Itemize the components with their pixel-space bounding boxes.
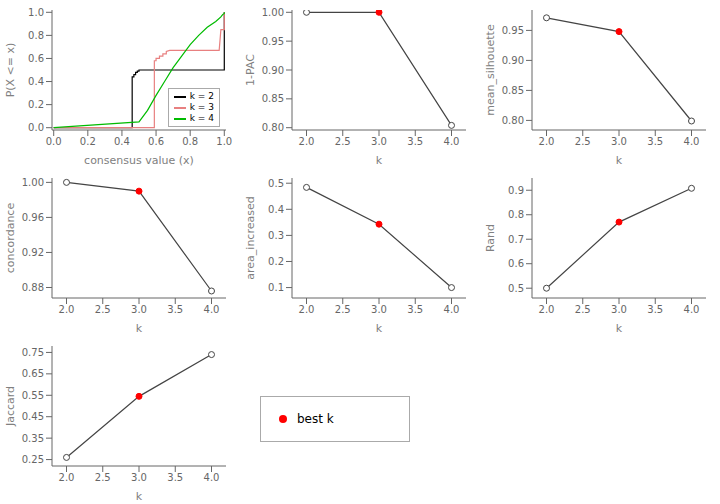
svg-text:3.0: 3.0 [371,136,387,147]
svg-text:0.90: 0.90 [262,65,284,76]
svg-text:0.9: 0.9 [508,185,524,196]
svg-text:0.5: 0.5 [508,283,524,294]
svg-text:4.0: 4.0 [204,304,220,315]
svg-text:0.85: 0.85 [502,85,524,96]
svg-text:0.88: 0.88 [22,282,44,293]
svg-text:k: k [376,154,383,167]
svg-text:0.0: 0.0 [46,136,62,147]
svg-text:2.0: 2.0 [299,304,315,315]
svg-text:k: k [616,154,623,167]
svg-text:k: k [376,322,383,335]
svg-text:0.4: 0.4 [28,76,44,87]
svg-text:2.5: 2.5 [335,136,351,147]
svg-text:2.5: 2.5 [575,136,591,147]
svg-text:4.0: 4.0 [444,304,460,315]
svg-text:2.5: 2.5 [575,304,591,315]
svg-text:2.0: 2.0 [539,304,555,315]
svg-text:1-PAC: 1-PAC [244,54,257,86]
svg-text:0.8: 0.8 [182,136,198,147]
svg-text:3.0: 3.0 [371,304,387,315]
svg-text:0.90: 0.90 [502,55,524,66]
svg-text:0.35: 0.35 [22,433,44,444]
svg-text:3.5: 3.5 [407,136,423,147]
svg-text:2.5: 2.5 [95,472,111,483]
svg-text:4.0: 4.0 [684,304,700,315]
svg-text:4.0: 4.0 [684,136,700,147]
svg-text:0.2: 0.2 [28,99,44,110]
svg-text:0.75: 0.75 [22,347,44,358]
svg-text:0.4: 0.4 [114,136,130,147]
svg-text:4.0: 4.0 [444,136,460,147]
svg-text:3.5: 3.5 [647,304,663,315]
svg-text:0.85: 0.85 [262,93,284,104]
svg-text:0.5: 0.5 [268,178,284,189]
svg-text:0.92: 0.92 [22,247,44,258]
svg-text:0.3: 0.3 [268,230,284,241]
svg-text:1.0: 1.0 [216,136,232,147]
svg-text:2.5: 2.5 [95,304,111,315]
svg-text:0.0: 0.0 [28,122,44,133]
html-text:best k: best k [297,412,334,426]
svg-text:0.45: 0.45 [22,411,44,422]
svg-text:P(X <= x): P(X <= x) [8,43,17,98]
svg-text:2.0: 2.0 [539,136,555,147]
svg-text:0.80: 0.80 [502,115,524,126]
svg-text:3.5: 3.5 [647,136,663,147]
svg-text:0.25: 0.25 [22,454,44,465]
svg-text:0.8: 0.8 [508,209,524,220]
svg-text:k: k [136,490,143,503]
svg-text:3.0: 3.0 [611,136,627,147]
svg-text:0.4: 0.4 [268,204,284,215]
svg-text:0.65: 0.65 [22,368,44,379]
svg-text:0.95: 0.95 [502,25,524,36]
html-text:k = 4: k = 4 [189,113,214,123]
svg-text:3.5: 3.5 [167,304,183,315]
svg-text:2.0: 2.0 [59,472,75,483]
svg-text:0.1: 0.1 [268,282,284,293]
svg-text:0.2: 0.2 [268,256,284,267]
svg-text:0.6: 0.6 [148,136,164,147]
svg-text:0.6: 0.6 [28,53,44,64]
html-text:k = 3: k = 3 [189,102,214,112]
svg-text:0.2: 0.2 [80,136,96,147]
svg-text:concordance: concordance [8,203,17,274]
svg-text:Rand: Rand [484,224,497,252]
svg-text:0.95: 0.95 [262,36,284,47]
svg-text:Jaccard: Jaccard [8,386,17,427]
svg-text:3.5: 3.5 [167,472,183,483]
svg-text:0.7: 0.7 [508,234,524,245]
svg-text:0.6: 0.6 [508,258,524,269]
svg-text:1.00: 1.00 [22,177,44,188]
svg-text:2.0: 2.0 [59,304,75,315]
svg-text:consensus value (x): consensus value (x) [84,154,194,167]
html-text:k = 2: k = 2 [189,91,214,101]
svg-text:3.5: 3.5 [407,304,423,315]
svg-text:3.0: 3.0 [131,472,147,483]
svg-text:k: k [136,322,143,335]
svg-text:1.00: 1.00 [262,7,284,18]
svg-text:0.96: 0.96 [22,212,44,223]
svg-text:2.0: 2.0 [299,136,315,147]
svg-text:0.80: 0.80 [262,122,284,133]
svg-text:4.0: 4.0 [204,472,220,483]
svg-text:2.5: 2.5 [335,304,351,315]
svg-text:area_increased: area_increased [244,196,257,279]
svg-text:k: k [616,322,623,335]
svg-text:0.55: 0.55 [22,390,44,401]
svg-text:3.0: 3.0 [131,304,147,315]
svg-text:3.0: 3.0 [611,304,627,315]
svg-text:0.8: 0.8 [28,30,44,41]
svg-text:mean_silhouette: mean_silhouette [484,24,497,116]
svg-text:1.0: 1.0 [28,7,44,18]
